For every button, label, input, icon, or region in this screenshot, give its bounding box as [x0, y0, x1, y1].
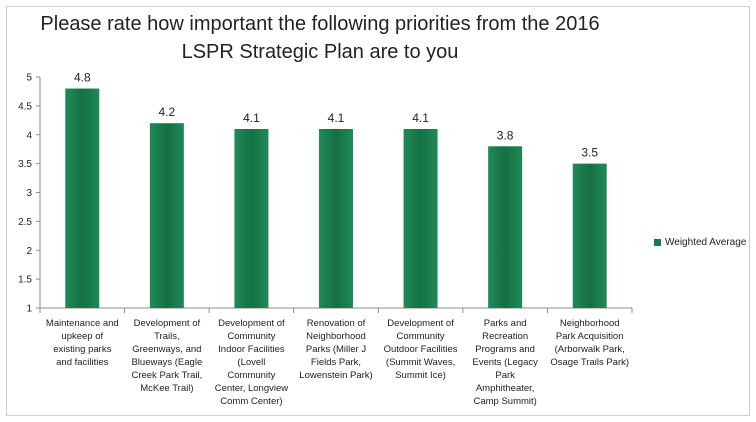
- category-label: Neighborhood Park Acquisition (Arborwalk P…: [550, 318, 629, 368]
- y-tick-label: 2: [26, 246, 32, 257]
- category-label-line: Renovation of: [307, 318, 366, 329]
- category-label-line: Recreation: [482, 331, 528, 342]
- legend-label: Weighted Average: [665, 237, 747, 248]
- bar: [65, 88, 100, 308]
- y-tick-label: 5: [26, 73, 32, 84]
- bar-value-label: 4.1: [243, 111, 260, 125]
- category-label-line: (Arborwalk Park,: [555, 344, 625, 355]
- bar-value-label: 3.8: [497, 128, 514, 142]
- category-labels: Maintenance and upkeep of existing parks an…: [46, 318, 629, 407]
- category-label-line: Neighborhood: [306, 331, 366, 342]
- y-tick-label: 1: [26, 304, 32, 315]
- category-label: Maintenance and upkeep of existing parks an…: [46, 318, 119, 368]
- bar-value-label: 4.1: [328, 111, 345, 125]
- category-label-line: Development of: [218, 318, 285, 329]
- bar: [403, 128, 438, 308]
- legend-swatch: [654, 239, 661, 246]
- category-label-line: Creek Park Trail,: [131, 370, 202, 381]
- category-label-line: Programs and: [475, 344, 535, 355]
- y-tick-label: 1.5: [18, 275, 32, 286]
- category-label-line: Development of: [134, 318, 201, 329]
- category-label-line: (Summit Waves,: [386, 357, 455, 368]
- legend: Weighted Average: [654, 237, 746, 248]
- bar: [488, 146, 523, 308]
- y-tick-label: 4: [26, 130, 32, 141]
- category-label-line: Maintenance and: [46, 318, 119, 329]
- chart-title: Please rate how important the following …: [40, 13, 600, 63]
- bar-value-label: 3.5: [581, 146, 598, 160]
- category-label-line: McKee Trail): [140, 383, 193, 394]
- bar: [234, 128, 269, 308]
- category-label-line: Parks and: [484, 318, 527, 329]
- category-label-line: Neighborhood: [560, 318, 620, 329]
- category-label-line: Park Acquisition: [556, 331, 624, 342]
- category-label: Development of Community Outdoor Facilitie…: [384, 318, 458, 381]
- category-label-line: Trails,: [154, 331, 180, 342]
- category-label-line: Blueways (Eagle: [131, 357, 202, 368]
- category-label-line: Greenways, and: [132, 344, 201, 355]
- bars: [65, 88, 607, 308]
- category-label-line: Community: [397, 331, 445, 342]
- category-label-line: Parks (Miller J: [306, 344, 366, 355]
- category-label-line: Comm Center): [220, 396, 282, 407]
- category-label-line: Development of: [387, 318, 454, 329]
- x-axis: [39, 307, 633, 313]
- category-label-line: Events (Legacy: [472, 357, 538, 368]
- bar-value-label: 4.8: [74, 71, 91, 85]
- category-label-line: Fields Park,: [311, 357, 361, 368]
- y-tick-label: 3.5: [18, 159, 32, 170]
- bar-value-label: 4.2: [159, 105, 176, 119]
- y-tick-label: 3: [26, 188, 32, 199]
- category-label: Development of Trails, Greenways, and Bluew…: [131, 318, 202, 394]
- category-label-line: (Lovell: [237, 357, 265, 368]
- category-label-line: Center, Longview: [215, 383, 289, 394]
- bar: [572, 163, 607, 308]
- category-label-line: Community: [227, 331, 275, 342]
- y-axis: 1 1.5 2 2.5 3 3.5 4 4.5 5: [18, 73, 41, 315]
- chart-frame: [6, 6, 750, 416]
- category-label-line: Summit Ice): [395, 370, 446, 381]
- category-label-line: Community: [227, 370, 275, 381]
- category-label: Parks and Recreation Programs and Events (L…: [472, 318, 538, 407]
- bar: [149, 123, 184, 308]
- category-label-line: Osage Trails Park): [550, 357, 629, 368]
- category-label-line: Lowenstein Park): [299, 370, 372, 381]
- category-label-line: Indoor Facilities: [218, 344, 285, 355]
- category-label-line: Park: [495, 370, 515, 381]
- category-label-line: Outdoor Facilities: [384, 344, 458, 355]
- y-tick-label: 4.5: [18, 101, 32, 112]
- category-label-line: upkeep of: [61, 331, 103, 342]
- category-label-line: Amphitheater,: [476, 383, 535, 394]
- category-label: Renovation of Neighborhood Parks (Miller J…: [299, 318, 372, 381]
- bar-value-label: 4.1: [412, 111, 429, 125]
- category-label-line: existing parks: [53, 344, 111, 355]
- category-label-line: and facilities: [56, 357, 109, 368]
- y-tick-label: 2.5: [18, 217, 32, 228]
- category-label-line: Camp Summit): [473, 396, 536, 407]
- data-labels: 4.8 4.2 4.1 4.1 4.1 3.8 3.5: [74, 71, 598, 160]
- bar: [319, 128, 353, 308]
- category-label: Development of Community Indoor Facilities…: [215, 318, 289, 407]
